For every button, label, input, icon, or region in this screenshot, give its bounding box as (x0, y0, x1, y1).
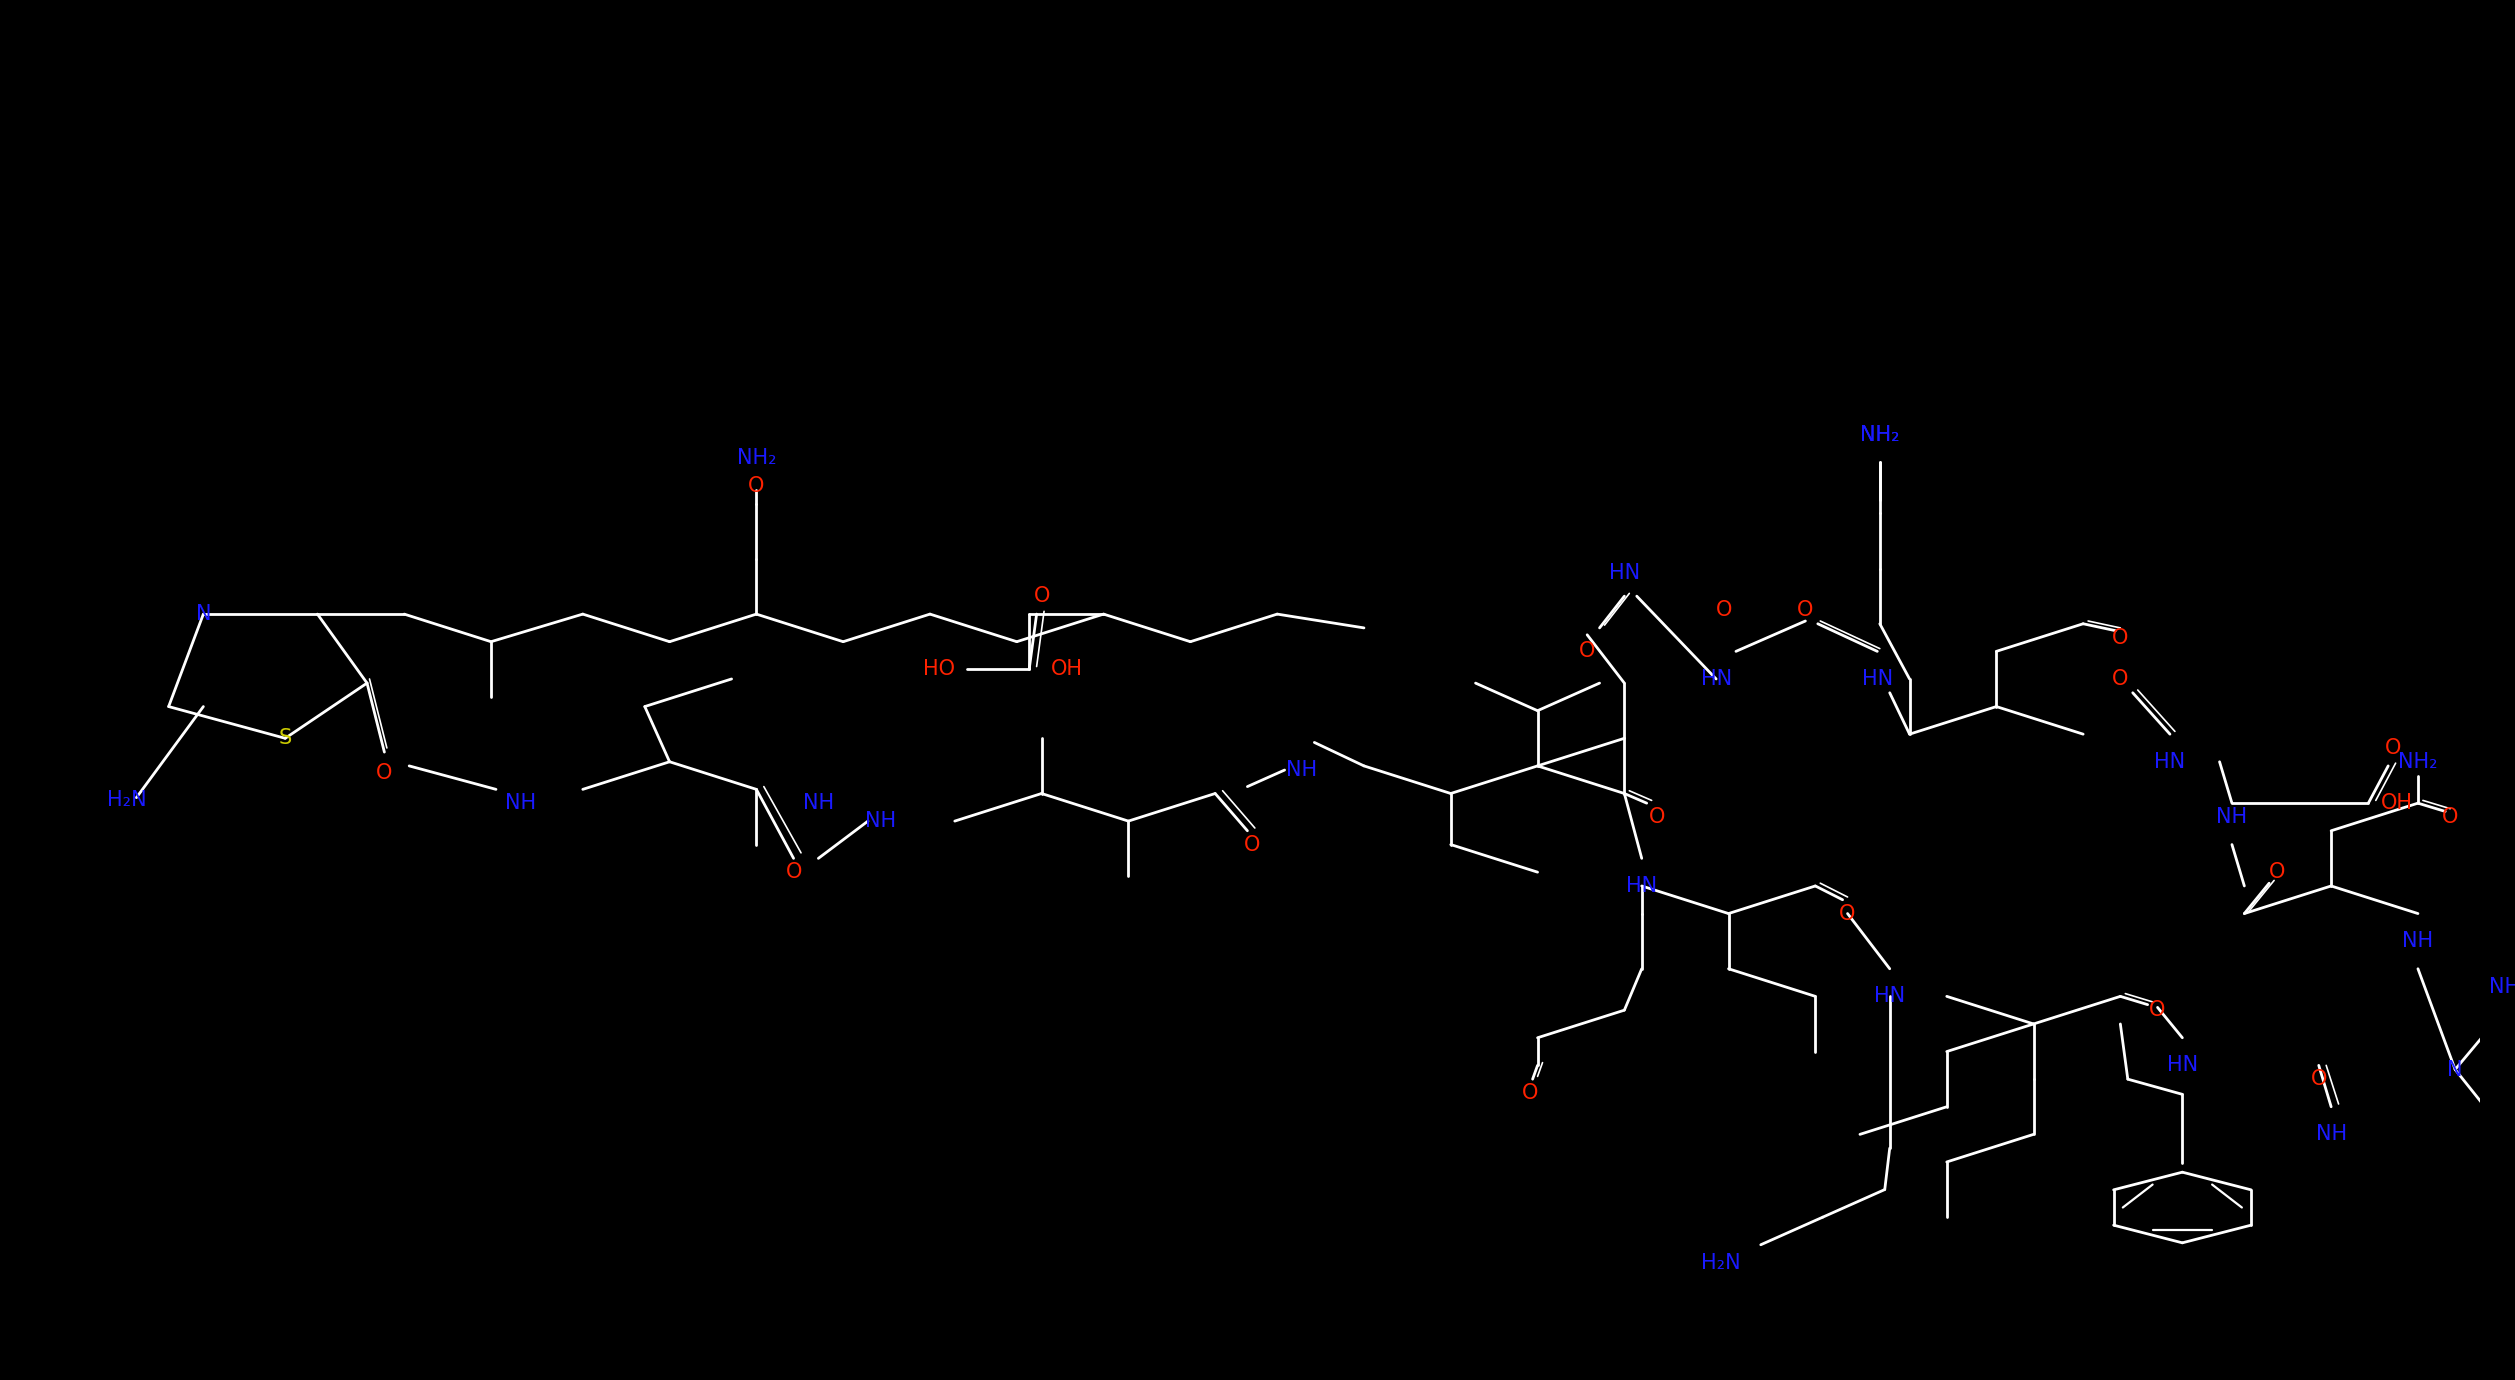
Text: O: O (1798, 600, 1813, 620)
Text: O: O (2150, 1000, 2165, 1020)
Text: O: O (2442, 807, 2457, 827)
Text: O: O (1838, 904, 1856, 923)
Text: N: N (196, 604, 211, 624)
Text: OH: OH (1051, 660, 1081, 679)
Text: HN: HN (1610, 563, 1640, 582)
Text: NH: NH (2216, 807, 2248, 827)
Text: O: O (1522, 1083, 1539, 1103)
Text: O: O (2113, 669, 2128, 689)
Text: NH₂: NH₂ (2399, 752, 2437, 771)
Text: O: O (785, 862, 802, 882)
Text: OH: OH (2382, 793, 2412, 813)
Text: NH₂: NH₂ (1861, 425, 1899, 444)
Text: NH: NH (802, 793, 835, 813)
Text: NH: NH (506, 793, 536, 813)
Text: O: O (1647, 807, 1665, 827)
Text: O: O (377, 763, 392, 782)
Text: NH: NH (1285, 760, 1318, 780)
Text: H₂N: H₂N (1700, 1253, 1740, 1272)
Text: H₂N: H₂N (106, 791, 146, 810)
Text: HO: HO (923, 660, 956, 679)
Text: O: O (2311, 1070, 2326, 1089)
Text: O: O (1245, 835, 1260, 854)
Text: S: S (279, 729, 292, 748)
Text: NH₂: NH₂ (1861, 425, 1899, 444)
Text: NH: NH (865, 811, 895, 831)
Text: HN: HN (1861, 669, 1894, 689)
Text: O: O (1034, 586, 1049, 606)
Text: N: N (2447, 1060, 2462, 1079)
Text: O: O (1715, 600, 1733, 620)
Text: HN: HN (2155, 752, 2186, 771)
Text: NH: NH (2490, 977, 2515, 996)
Text: HN: HN (1627, 876, 1657, 896)
Text: NH: NH (2316, 1125, 2346, 1144)
Text: HN: HN (2168, 1056, 2198, 1075)
Text: O: O (2113, 628, 2128, 647)
Text: O: O (747, 476, 765, 495)
Text: O: O (1579, 642, 1595, 661)
Text: NH₂: NH₂ (737, 448, 777, 468)
Text: O: O (2384, 738, 2402, 758)
Text: HN: HN (1700, 669, 1733, 689)
Text: NH: NH (2402, 932, 2435, 951)
Text: HN: HN (1874, 987, 1906, 1006)
Text: O: O (2269, 862, 2284, 882)
